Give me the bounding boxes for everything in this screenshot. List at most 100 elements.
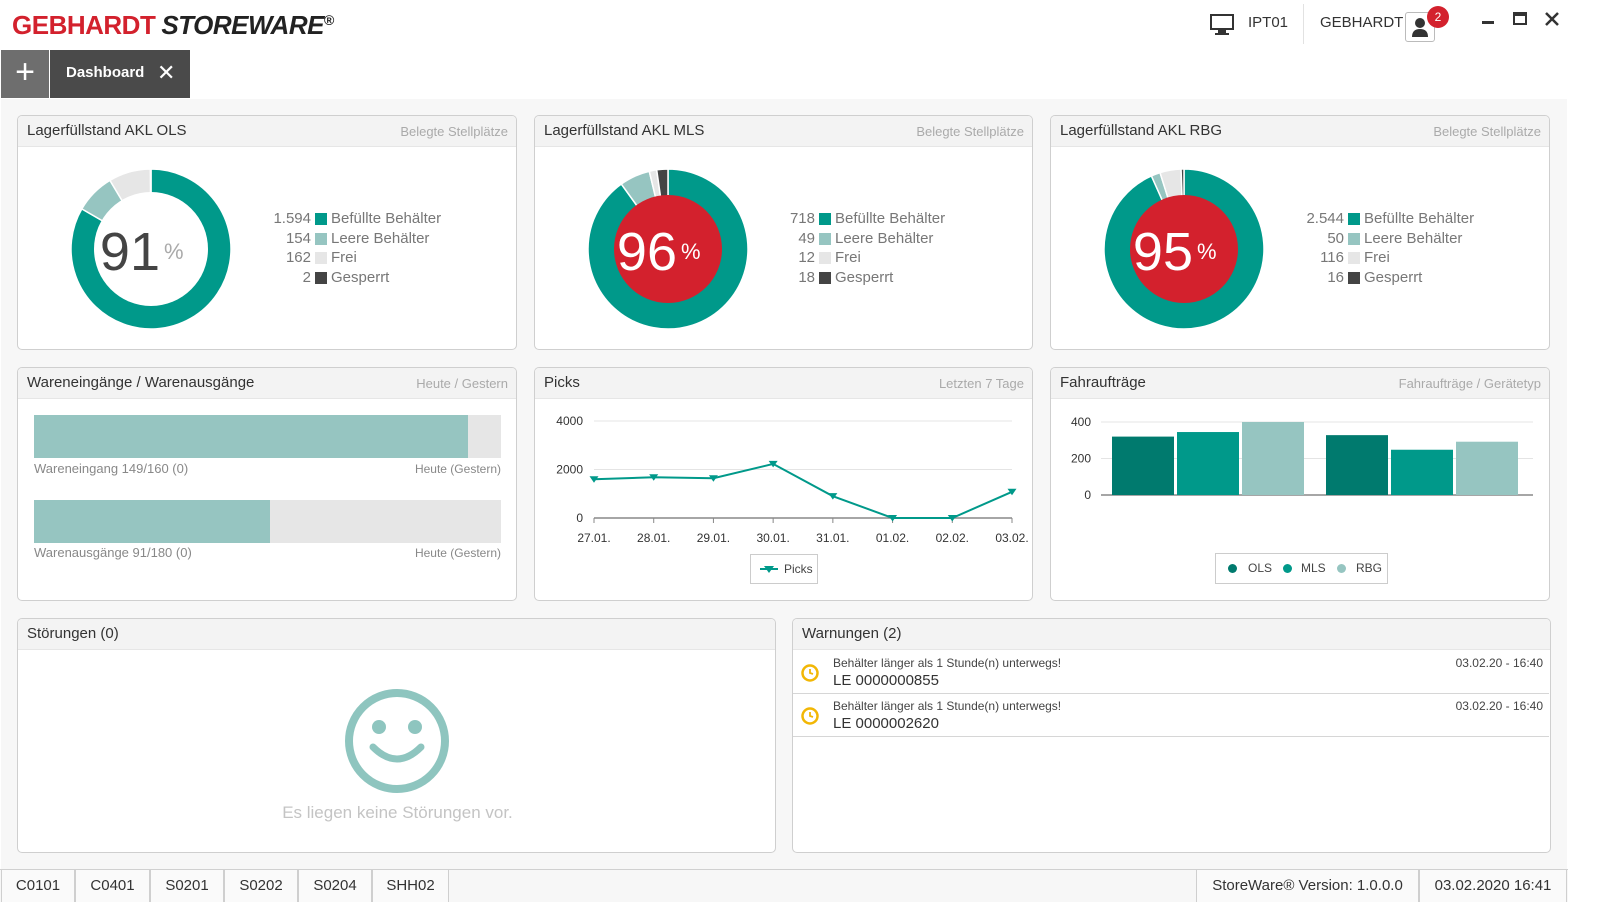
legend-label: Frei xyxy=(835,249,861,266)
panel-header: Wareneingänge / Warenausgänge Heute / Ge… xyxy=(18,368,516,399)
minimize-icon[interactable] xyxy=(1479,10,1497,28)
picks-legend-label: Picks xyxy=(784,562,813,576)
trips-legend: OLS MLS RBG xyxy=(1215,553,1388,584)
picks-data-point[interactable] xyxy=(649,474,659,481)
picks-data-point[interactable] xyxy=(708,475,718,482)
maximize-icon[interactable] xyxy=(1511,10,1529,28)
status-item[interactable]: S0202 xyxy=(224,870,298,902)
brand-part1: GEBHARDT xyxy=(12,10,156,40)
legend-label: Gesperrt xyxy=(1364,268,1423,286)
user-name[interactable]: GEBHARDT xyxy=(1320,14,1404,31)
panel-subtitle: Letzten 7 Tage xyxy=(938,376,1024,391)
status-item[interactable]: S0204 xyxy=(298,870,372,902)
picks-data-point[interactable] xyxy=(589,476,599,483)
picks-y-tick-label: 0 xyxy=(576,511,583,525)
panel-header: Lagerfüllstand AKL RBG Belegte Stellplät… xyxy=(1051,116,1549,147)
warning-time: 03.02.20 - 16:40 xyxy=(1455,656,1543,670)
legend-value: 2.544 xyxy=(1306,210,1344,227)
fill-donut-chart: 96 % xyxy=(587,168,749,330)
trips-bar-ols[interactable] xyxy=(1112,436,1174,495)
warning-item[interactable]: Behälter länger als 1 Stunde(n) unterweg… xyxy=(793,651,1549,694)
picks-x-tick-label: 28.01. xyxy=(637,531,670,545)
dashboard-area: Lagerfüllstand AKL OLS Belegte Stellplät… xyxy=(1,99,1567,869)
legend-label: Gesperrt xyxy=(331,268,390,286)
picks-data-point[interactable] xyxy=(888,515,898,522)
legend-swatch xyxy=(315,232,327,245)
panel-trips: Fahraufträge Fahraufträge / Gerätetyp 0 2… xyxy=(1050,367,1550,601)
warning-item[interactable]: Behälter länger als 1 Stunde(n) unterweg… xyxy=(793,694,1549,737)
trips-y-tick-label: 200 xyxy=(1071,452,1091,466)
legend-label: Leere Behälter xyxy=(331,229,430,247)
fill-percent-unit: % xyxy=(164,239,184,264)
panel-title: Wareneingänge / Warenausgänge xyxy=(27,374,255,391)
legend-label: Frei xyxy=(331,249,357,266)
legend-value: 49 xyxy=(798,229,815,247)
legend-swatch xyxy=(819,271,831,284)
picks-x-tick-label: 02.02. xyxy=(936,531,969,545)
panel-disturbances: Störungen (0) Es liegen keine Störungen … xyxy=(17,618,776,853)
picks-data-point[interactable] xyxy=(947,515,957,522)
legend-value: 162 xyxy=(285,249,311,266)
panel-title: Lagerfüllstand AKL OLS xyxy=(27,122,187,139)
legend-label: Gesperrt xyxy=(835,268,894,286)
trips-bar-mls[interactable] xyxy=(1177,432,1239,495)
trips-bar-rbg[interactable] xyxy=(1242,422,1304,495)
panel-header: Warnungen (2) xyxy=(793,619,1550,650)
inbound-label: Wareneingang 149/160 (0) xyxy=(34,461,189,476)
legend-swatch xyxy=(1348,252,1360,264)
add-tab-button[interactable]: + xyxy=(1,50,49,98)
no-disturbances-text: Es liegen keine Störungen vor. xyxy=(282,803,513,822)
legend-label-rbg: RBG xyxy=(1356,561,1383,575)
outbound-bar xyxy=(34,500,501,543)
trips-bar-rbg[interactable] xyxy=(1456,441,1518,495)
picks-legend: Picks xyxy=(750,554,818,584)
close-window-icon[interactable] xyxy=(1543,10,1561,28)
status-item[interactable]: SHH02 xyxy=(372,870,449,902)
legend-swatch xyxy=(819,213,831,225)
clock-warning-icon xyxy=(801,707,819,725)
legend-value: 18 xyxy=(798,268,815,286)
notification-badge[interactable]: 2 xyxy=(1427,6,1449,28)
panel-header: Störungen (0) xyxy=(18,619,775,650)
panel-header: Lagerfüllstand AKL OLS Belegte Stellplät… xyxy=(18,116,516,147)
legend-value: 154 xyxy=(285,229,311,247)
status-item[interactable]: C0101 xyxy=(1,870,75,902)
fill-donut-chart: 91 % xyxy=(70,168,232,330)
status-item[interactable]: C0401 xyxy=(75,870,150,902)
trips-bar-mls[interactable] xyxy=(1391,449,1453,495)
legend-value: 1.594 xyxy=(273,210,311,227)
legend-value: 50 xyxy=(1327,229,1344,247)
trips-bar-chart: 0 200 400 xyxy=(1071,415,1533,502)
fill-donut-chart: 95 % xyxy=(1103,168,1265,330)
picks-data-point[interactable] xyxy=(768,460,778,468)
legend-swatch xyxy=(1348,271,1360,284)
panel-picks: Picks Letzten 7 Tage 0 2000 4000 27.01. 28.0… xyxy=(534,367,1033,601)
version-info: StoreWare® Version: 1.0.0.0 xyxy=(1196,870,1419,902)
panel-header: Picks Letzten 7 Tage xyxy=(535,368,1032,399)
trips-bar-ols[interactable] xyxy=(1326,435,1388,495)
panel-title: Picks xyxy=(544,374,580,391)
panel-warnings: Warnungen (2) Behälter länger als 1 Stun… xyxy=(792,618,1551,853)
legend-dot-mls xyxy=(1283,564,1292,573)
picks-y-tick-label: 2000 xyxy=(556,463,583,477)
panel-title: Fahraufträge xyxy=(1060,374,1146,391)
status-item[interactable]: S0201 xyxy=(150,870,224,902)
fill-percent-unit: % xyxy=(1197,239,1217,264)
legend-swatch xyxy=(315,213,327,225)
warning-time: 03.02.20 - 16:40 xyxy=(1455,699,1543,713)
tab-dashboard[interactable]: Dashboard ✕ xyxy=(50,50,190,98)
legend-label: Befüllte Behälter xyxy=(1364,210,1475,227)
panel-header: Lagerfüllstand AKL MLS Belegte Stellplät… xyxy=(535,116,1032,147)
legend-label: Frei xyxy=(1364,249,1390,266)
picks-x-tick-label: 03.02. xyxy=(995,531,1028,545)
panel-fill-ols: Lagerfüllstand AKL OLS Belegte Stellplät… xyxy=(17,115,517,350)
picks-x-tick-label: 30.01. xyxy=(756,531,789,545)
brand-logo: GEBHARDT STOREWARE® xyxy=(12,10,334,41)
picks-data-point[interactable] xyxy=(828,493,838,500)
header-divider xyxy=(1303,4,1304,44)
picks-line-chart: 0 2000 4000 27.01. 28.01. 29.01. 30.01. 31.01. 0… xyxy=(556,414,1028,545)
picks-data-point[interactable] xyxy=(1007,488,1017,496)
fill-percent: 96 xyxy=(617,222,677,282)
warning-title: Behälter länger als 1 Stunde(n) unterweg… xyxy=(833,656,1062,670)
close-tab-icon[interactable]: ✕ xyxy=(157,60,176,85)
